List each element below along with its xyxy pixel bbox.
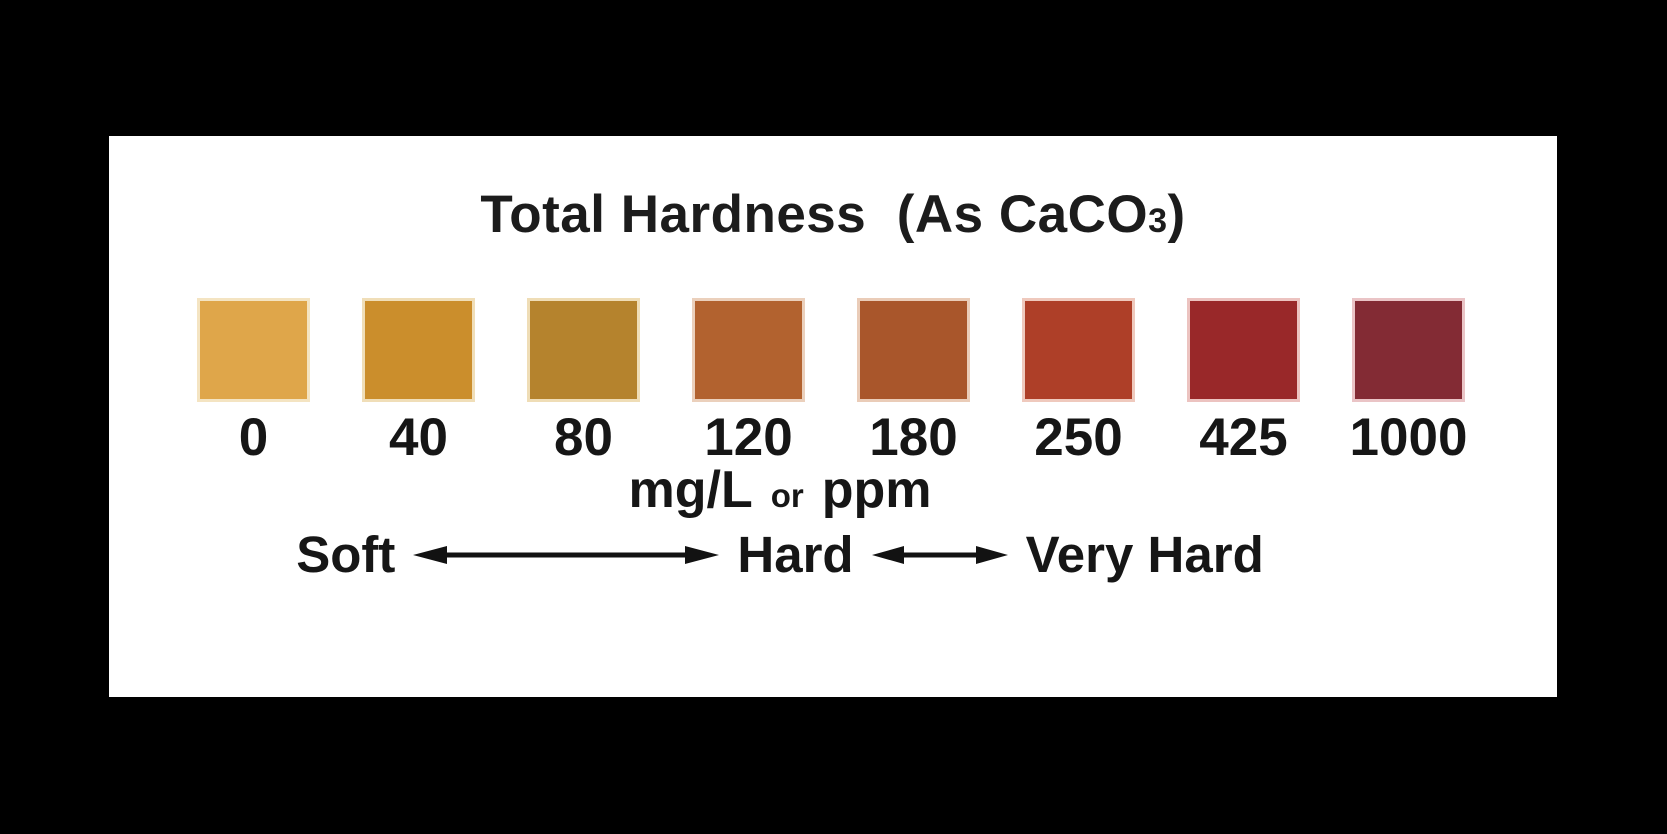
unit-ppm: ppm [821, 461, 932, 519]
value-label: 40 [389, 408, 448, 467]
hardness-scale: Soft Hard Very Hard [56, 526, 1504, 585]
color-swatch-cell: 120 [692, 298, 805, 464]
hardness-chart-panel: Total Hardness (As CaCO3) 0 40 80 120 [109, 136, 1557, 697]
color-swatch [527, 298, 640, 402]
color-swatch-cell: 40 [362, 298, 475, 464]
chart-title-suffix: ) [1167, 185, 1186, 244]
color-swatch [1352, 298, 1465, 402]
color-swatch [362, 298, 475, 402]
chart-title: Total Hardness (As CaCO3) [109, 184, 1557, 245]
value-label: 180 [869, 408, 958, 467]
color-swatch [1022, 298, 1135, 402]
soft-label: Soft [296, 526, 396, 583]
unit-label: mg/L or ppm [56, 464, 1504, 516]
color-swatch [1187, 298, 1300, 402]
color-swatch-cell: 80 [527, 298, 640, 464]
color-swatch-cell: 180 [857, 298, 970, 464]
color-swatch [197, 298, 310, 402]
color-swatch [857, 298, 970, 402]
color-scale: 0 40 80 120 180 250 [197, 298, 1468, 467]
color-swatch-cell: 0 [197, 298, 310, 464]
unit-mg-l: mg/L [628, 461, 753, 519]
value-label: 1000 [1349, 408, 1468, 467]
soft-hard-double-arrow-icon [411, 540, 721, 570]
value-label: 120 [704, 408, 793, 467]
value-label: 0 [238, 408, 269, 467]
hard-veryhard-double-arrow-icon [870, 540, 1010, 570]
value-label: 80 [554, 408, 613, 467]
chart-title-subscript: 3 [1148, 202, 1168, 240]
color-swatch-cell: 425 [1187, 298, 1300, 464]
hard-label: Hard [737, 526, 854, 583]
unit-or: or [770, 477, 804, 514]
chart-title-text: Total Hardness (As CaCO [480, 185, 1149, 244]
value-label: 425 [1199, 408, 1288, 467]
color-swatch-cell: 1000 [1349, 298, 1468, 467]
color-swatch-cell: 250 [1022, 298, 1135, 464]
color-swatch [692, 298, 805, 402]
value-label: 250 [1034, 408, 1123, 467]
very-hard-label: Very Hard [1025, 526, 1264, 583]
